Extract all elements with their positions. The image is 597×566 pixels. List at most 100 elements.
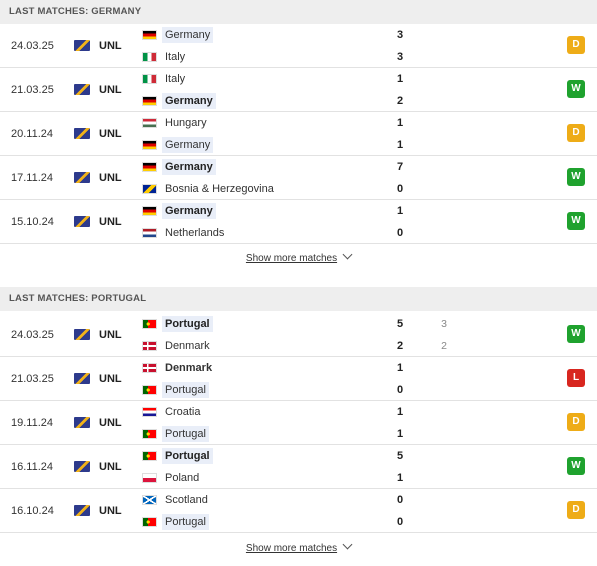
match-row[interactable]: 16.11.24 UNL Portugal Poland 5 1 W <box>0 445 597 489</box>
team-name: Denmark <box>165 340 210 352</box>
team-name: Croatia <box>165 406 201 418</box>
germany-flag <box>142 140 157 150</box>
match-date: 24.03.25 <box>11 329 54 341</box>
away-score: 3 <box>396 51 404 63</box>
home-team: Portugal <box>140 313 400 335</box>
competition-icon <box>74 40 90 51</box>
competition-icon <box>74 329 90 340</box>
match-row[interactable]: 16.10.24 UNL Scotland Portugal 0 0 D <box>0 489 597 533</box>
croatia-flag <box>142 407 157 417</box>
home-score: 1 <box>396 117 404 129</box>
scotland-flag <box>142 495 157 505</box>
away-team: Bosnia & Herzegovina <box>140 178 400 200</box>
match-date: 16.10.24 <box>11 505 54 517</box>
germany-flag <box>142 30 157 40</box>
away-score: 2 <box>396 340 404 352</box>
competition-icon <box>74 128 90 139</box>
match-row[interactable]: 24.03.25 UNL Germany Italy 3 3 D <box>0 24 597 68</box>
team-name: Portugal <box>162 426 209 442</box>
section-header: LAST MATCHES: GERMANY <box>0 0 597 24</box>
team-name: Portugal <box>162 514 209 530</box>
home-team: Croatia <box>140 401 400 423</box>
away-team: Italy <box>140 46 400 68</box>
team-name: Bosnia & Herzegovina <box>165 183 274 195</box>
team-name: Germany <box>162 27 214 43</box>
team-name: Poland <box>165 472 200 484</box>
netherlands-flag <box>142 228 157 238</box>
result-badge: W <box>567 325 585 343</box>
competition-name: UNL <box>99 461 122 473</box>
home-score: 1 <box>396 73 404 85</box>
match-row[interactable]: 19.11.24 UNL Croatia Portugal 1 1 D <box>0 401 597 445</box>
away-team: Portugal <box>140 511 400 533</box>
competition-name: UNL <box>99 417 122 429</box>
team-name: Portugal <box>162 316 213 332</box>
team-name: Netherlands <box>165 227 225 239</box>
show-more-label: Show more matches <box>245 253 338 264</box>
hungary-flag <box>142 118 157 128</box>
chevron-down-icon <box>342 539 353 550</box>
match-row[interactable]: 21.03.25 UNL Italy Germany 1 2 W <box>0 68 597 112</box>
away-score: 1 <box>396 428 404 440</box>
away-score: 0 <box>396 384 404 396</box>
show-more-label: Show more matches <box>245 543 338 554</box>
result-badge: D <box>567 124 585 142</box>
match-date: 16.11.24 <box>11 461 54 473</box>
result-badge: W <box>567 212 585 230</box>
competition-name: UNL <box>99 505 122 517</box>
denmark-flag <box>142 341 157 351</box>
team-name: Italy <box>165 73 186 85</box>
match-row[interactable]: 17.11.24 UNL Germany Bosnia & Herzegovina 7 0… <box>0 156 597 200</box>
result-badge: W <box>567 457 585 475</box>
result-badge: W <box>567 168 585 186</box>
competition-name: UNL <box>99 84 122 96</box>
germany-flag <box>142 162 157 172</box>
home-score: 1 <box>396 406 404 418</box>
result-badge: D <box>567 501 585 519</box>
home-team: Germany <box>140 156 400 178</box>
away-score: 0 <box>396 227 404 239</box>
match-row[interactable]: 24.03.25 UNL Portugal Denmark 5 2 3 2 W <box>0 313 597 357</box>
match-date: 19.11.24 <box>11 417 54 429</box>
show-more-button[interactable]: Show more matches <box>0 249 597 273</box>
match-row[interactable]: 20.11.24 UNL Hungary Germany 1 1 D <box>0 112 597 156</box>
away-score: 1 <box>396 139 404 151</box>
portugal-flag <box>142 319 157 329</box>
result-badge: W <box>567 80 585 98</box>
match-row[interactable]: 21.03.25 UNL Denmark Portugal 1 0 L <box>0 357 597 401</box>
competition-name: UNL <box>99 40 122 52</box>
away-subscore: 2 <box>441 340 447 352</box>
result-badge: L <box>567 369 585 387</box>
competition-name: UNL <box>99 128 122 140</box>
competition-icon <box>74 461 90 472</box>
away-team: Germany <box>140 134 400 156</box>
match-row[interactable]: 15.10.24 UNL Germany Netherlands 1 0 W <box>0 200 597 244</box>
section-header: LAST MATCHES: PORTUGAL <box>0 287 597 311</box>
team-name: Germany <box>162 159 216 175</box>
home-team: Denmark <box>140 357 400 379</box>
team-name: Scotland <box>165 494 208 506</box>
home-team: Hungary <box>140 112 400 134</box>
poland-flag <box>142 473 157 483</box>
portugal-flag <box>142 385 157 395</box>
away-team: Portugal <box>140 423 400 445</box>
result-badge: D <box>567 36 585 54</box>
show-more-button[interactable]: Show more matches <box>0 539 597 563</box>
result-badge: D <box>567 413 585 431</box>
home-team: Germany <box>140 24 400 46</box>
away-team: Portugal <box>140 379 400 401</box>
italy-flag <box>142 52 157 62</box>
germany-flag <box>142 206 157 216</box>
home-subscore: 3 <box>441 318 447 330</box>
home-score: 1 <box>396 205 404 217</box>
denmark-flag <box>142 363 157 373</box>
away-score: 1 <box>396 472 404 484</box>
match-date: 24.03.25 <box>11 40 54 52</box>
team-name: Italy <box>165 51 186 63</box>
portugal-flag <box>142 451 157 461</box>
italy-flag <box>142 74 157 84</box>
away-score: 2 <box>396 95 404 107</box>
bosnia-flag <box>142 184 157 194</box>
home-score: 0 <box>396 494 404 506</box>
germany-flag <box>142 96 157 106</box>
